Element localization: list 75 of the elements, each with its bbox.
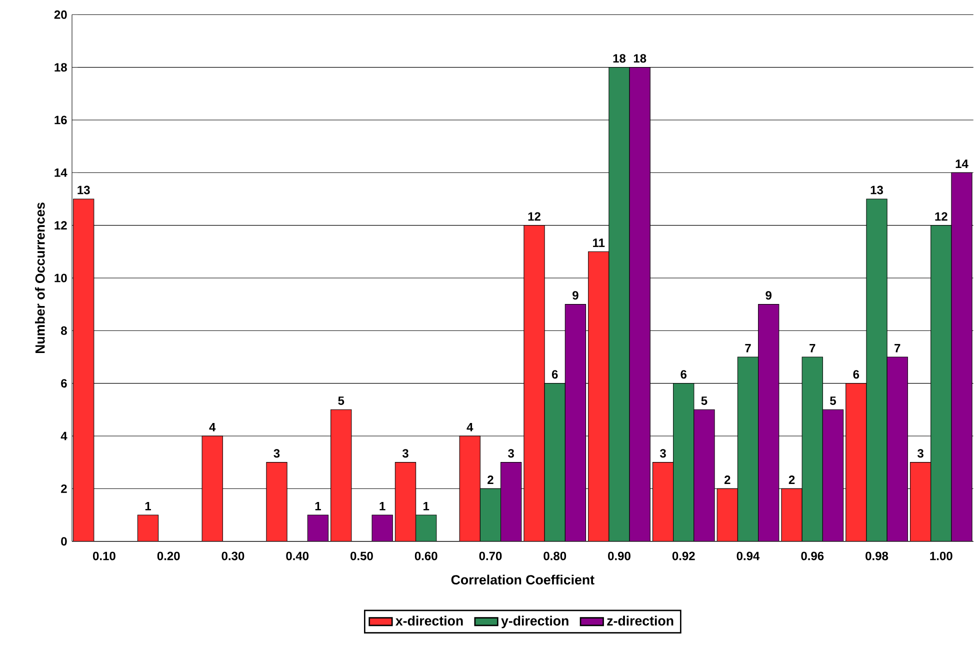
x-tick-label: 1.00 [930,552,952,560]
data-label: 7 [810,344,816,352]
data-label: 2 [724,476,730,484]
x-tick-label: 0.60 [414,552,438,560]
y-tick-label: 0 [61,537,67,546]
x-tick-label: 0.10 [93,552,116,560]
data-label: 9 [572,291,578,300]
data-label: 6 [853,370,860,379]
bar [372,514,393,542]
x-tick-label: 0.90 [608,552,630,560]
x-tick-label: 0.50 [350,552,373,560]
data-label: 4 [466,423,474,432]
bar [307,514,329,542]
data-label: 11 [593,238,605,247]
legend-label: z-direction [607,616,674,626]
bar [608,67,630,542]
data-label: 5 [701,396,708,405]
data-label: 2 [488,476,494,484]
legend-label: x-direction [396,616,463,626]
data-label: 13 [870,186,883,194]
data-label: 13 [78,186,90,194]
y-tick-label: 18 [54,63,67,72]
data-label: 4 [209,423,216,432]
bar [930,225,952,542]
y-tick-label: 20 [54,10,67,19]
y-tick-label: 2 [61,484,67,493]
bar [673,383,694,542]
data-label: 6 [552,370,558,379]
y-tick-label: 6 [61,379,67,388]
y-tick-label: 16 [54,116,67,124]
bar [866,198,888,542]
data-label: 2 [788,476,795,484]
y-tick-label: 10 [54,274,67,282]
data-label: 1 [380,502,386,510]
data-label: 1 [145,502,151,510]
bar [544,383,566,542]
bar [737,356,759,542]
x-tick-label: 0.30 [222,552,244,560]
data-label: 3 [660,449,666,458]
data-label: 7 [894,344,900,352]
x-tick-label: 0.98 [866,552,888,560]
bar [802,356,823,542]
data-label: 7 [745,344,751,352]
x-tick-label: 0.92 [672,552,695,560]
data-label: 6 [680,370,687,379]
x-axis-title: Correlation Coefficient [451,574,594,585]
x-tick-label: 0.96 [801,552,824,560]
y-tick-label: 14 [54,168,68,177]
data-label: 1 [315,502,321,510]
data-label: 12 [935,212,948,221]
x-tick-label: 0.80 [544,552,566,560]
x-tick-label: 0.40 [286,552,309,560]
data-label: 5 [338,396,344,405]
bar [137,514,159,542]
x-tick-label: 0.20 [157,552,180,560]
data-label: 9 [766,291,772,300]
y-tick-label: 4 [60,432,68,440]
data-label: 1 [424,502,430,510]
data-label: 12 [528,212,540,221]
bar [416,514,437,542]
bar [480,488,502,542]
y-axis-title: Number of Occurrences [35,202,45,354]
data-label: 18 [634,54,646,63]
data-label: 3 [917,449,924,458]
data-label: 3 [508,449,514,458]
data-label: 14 [956,160,968,168]
data-label: 3 [402,449,408,458]
x-tick-label: 0.70 [479,552,502,560]
data-label: 18 [613,54,626,63]
y-tick-label: 8 [61,326,67,335]
data-label: 5 [830,396,836,405]
legend-label: y-direction [501,616,568,628]
data-label: 3 [274,449,280,458]
x-tick-label: 0.94 [736,552,760,560]
y-tick-label: 12 [54,221,67,230]
